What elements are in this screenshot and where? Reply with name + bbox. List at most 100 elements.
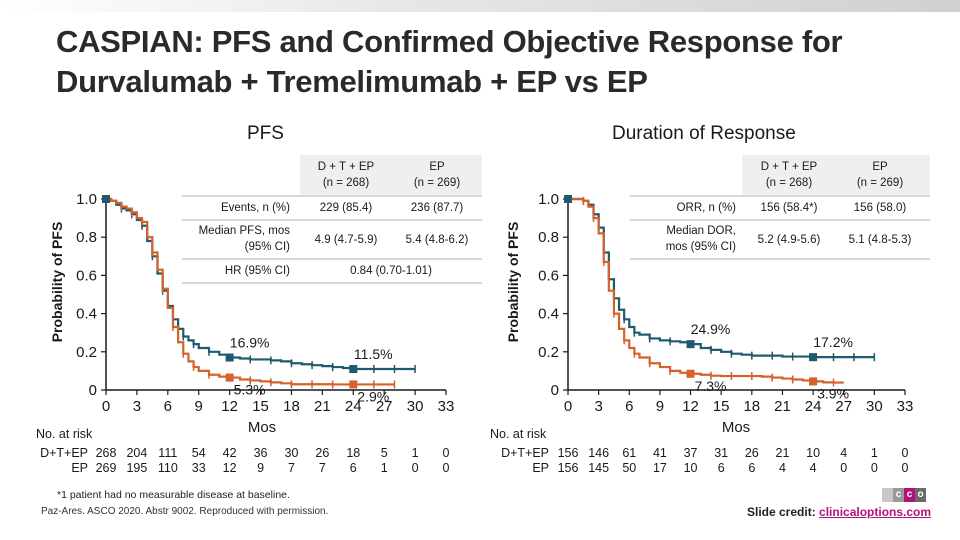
pfs-risk-ep-value: 0 — [412, 461, 419, 475]
dor-x-tick-label: 3 — [594, 398, 602, 415]
pfs-annotation-53: 5.3% — [234, 382, 266, 398]
pfs-x-tick-label: 18 — [283, 398, 300, 415]
pfs-table-row2-label-a: Median PFS, mos — [199, 225, 291, 237]
pfs-annotation-29: 2.9% — [357, 388, 389, 404]
dor-risk-ep-value: 6 — [748, 461, 755, 475]
dor-y-tick-label: 1.0 — [538, 191, 559, 208]
pfs-risk-dte-value: 54 — [192, 446, 206, 460]
pfs-landmark-marker — [349, 380, 358, 389]
dor-risk-dte-label: D+T+EP — [501, 446, 549, 460]
dor-x-tick-label: 9 — [656, 398, 664, 415]
top-gradient-bar — [0, 0, 960, 12]
dor-risk-header: No. at risk — [490, 427, 547, 441]
dor-risk-dte-value: 4 — [840, 446, 847, 460]
pfs-table-col2-line1: EP — [429, 161, 445, 173]
dor-y-tick-label: 0 — [551, 382, 559, 399]
dor-risk-ep-value: 10 — [684, 461, 698, 475]
dor-table-col2-line1: EP — [872, 161, 888, 173]
dor-risk-dte-value: 26 — [745, 446, 759, 460]
dor-annotation-249: 24.9% — [691, 321, 731, 337]
dor-risk-ep-label: EP — [532, 461, 549, 475]
pfs-y-tick-label: 0 — [89, 382, 97, 399]
pfs-table-row1-v1: 229 (85.4) — [320, 202, 373, 214]
pfs-risk-dte-value: 5 — [381, 446, 388, 460]
dor-table-row2-v1: 5.2 (4.9-5.6) — [758, 234, 821, 246]
pfs-table-row1-label: Events, n (%) — [221, 202, 290, 214]
pfs-risk-ep-value: 110 — [158, 461, 178, 475]
pfs-risk-ep-value: 12 — [223, 461, 237, 475]
dor-x-tick-label: 27 — [835, 398, 852, 415]
dor-risk-dte-value: 1 — [871, 446, 878, 460]
slide-title-line-1: CASPIAN: PFS and Confirmed Objective Res… — [56, 24, 843, 59]
dor-risk-ep-value: 156 — [558, 461, 579, 475]
dor-start-marker — [564, 195, 572, 203]
pfs-panel: PFS Probability of PFS 0 0.2 0.4 0.6 0.8 1.0 0… — [49, 123, 482, 475]
dor-table-row2-label-b: mos (95% CI) — [666, 241, 736, 253]
pfs-landmark-marker — [225, 353, 234, 362]
dor-x-tick-label: 21 — [774, 398, 791, 415]
dor-risk-dte-value: 61 — [622, 446, 636, 460]
dor-x-tick-label: 24 — [805, 398, 822, 415]
cco-logo: c c o — [882, 488, 926, 502]
dor-table-header-bg — [742, 155, 930, 195]
pfs-risk-ep-value: 7 — [319, 461, 326, 475]
dor-landmark-marker — [809, 353, 818, 362]
dor-landmark-marker — [809, 377, 818, 386]
pfs-x-tick-label: 0 — [102, 398, 110, 415]
pfs-risk-dte-value: 26 — [315, 446, 329, 460]
pfs-table-row3-label: HR (95% CI) — [225, 265, 290, 277]
dor-panel: Duration of Response Probability of PFS … — [505, 123, 930, 475]
pfs-x-tick-label: 6 — [164, 398, 172, 415]
pfs-x-axis-label: Mos — [248, 419, 276, 436]
pfs-annotation-169: 16.9% — [230, 335, 270, 351]
pfs-landmark-marker — [349, 364, 358, 373]
dor-x-tick-label: 6 — [625, 398, 633, 415]
dor-risk-dte-value: 31 — [714, 446, 728, 460]
dor-risk-ep-value: 50 — [622, 461, 636, 475]
pfs-x-tick-label: 30 — [407, 398, 424, 415]
slide-credit: Slide credit: clinicaloptions.com — [747, 505, 931, 519]
pfs-landmark-marker — [225, 373, 234, 382]
pfs-x-tick-label: 24 — [345, 398, 362, 415]
dor-x-tick-label: 12 — [682, 398, 699, 415]
dor-table-row2-label-a: Median DOR, — [666, 225, 736, 237]
pfs-risk-ep-value: 269 — [96, 461, 117, 475]
dor-y-tick-label: 0.6 — [538, 267, 559, 284]
dor-annotation-73: 7.3% — [695, 378, 727, 394]
pfs-axes: 00.20.40.60.81.00 3 6 9 12 15 18 21 24 27 30 332682… — [76, 191, 454, 475]
dor-table-col2-line2: (n = 269) — [857, 177, 904, 189]
dor-x-tick-label: 15 — [713, 398, 730, 415]
pfs-risk-dte-value: 111 — [158, 446, 177, 460]
pfs-risk-dte-value: 0 — [443, 446, 450, 460]
pfs-risk-dte-value: 36 — [254, 446, 268, 460]
dor-axes: 00.20.40.60.81.00 3 6 9 12 15 18 21 24 27 30 331561… — [538, 191, 913, 475]
pfs-table-row2-v2: 5.4 (4.8-6.2) — [406, 234, 469, 246]
pfs-y-axis-label: Probability of PFS — [49, 222, 65, 343]
dor-risk-ep-value: 145 — [588, 461, 609, 475]
dor-y-tick-label: 0.8 — [538, 229, 559, 246]
pfs-x-tick-label: 12 — [221, 398, 238, 415]
logo-block-4: o — [915, 488, 926, 502]
pfs-table-col1-line2: (n = 268) — [323, 177, 370, 189]
dor-summary-table: D + T + EP (n = 268) EP (n = 269) ORR, n… — [630, 155, 930, 260]
dor-annotation-39: 3.9% — [817, 385, 849, 401]
pfs-y-tick-label: 0.2 — [76, 344, 97, 361]
pfs-risk-dte-label: D+T+EP — [40, 446, 88, 460]
pfs-risk-dte-value: 18 — [346, 446, 360, 460]
pfs-annotation-115: 11.5% — [354, 346, 393, 362]
pfs-x-tick-label: 9 — [195, 398, 203, 415]
pfs-risk-header: No. at risk — [36, 427, 93, 441]
dor-y-axis-label: Probability of PFS — [505, 222, 521, 343]
pfs-risk-ep-value: 0 — [443, 461, 450, 475]
dor-landmark-marker — [686, 340, 695, 349]
dor-y-tick-label: 0.4 — [538, 306, 559, 323]
dor-risk-ep-value: 0 — [871, 461, 878, 475]
logo-block-1 — [882, 488, 893, 502]
pfs-x-tick-label: 15 — [252, 398, 269, 415]
slide-credit-link[interactable]: clinicaloptions.com — [819, 505, 932, 519]
dor-plot-area: 24.9% 7.3% 17.2% 3.9% — [564, 195, 876, 401]
dor-risk-dte-value: 37 — [684, 446, 698, 460]
pfs-summary-table: D + T + EP (n = 268) EP (n = 269) Events… — [182, 155, 482, 284]
pfs-x-tick-label: 33 — [438, 398, 455, 415]
dor-table-col1-line2: (n = 268) — [766, 177, 813, 189]
